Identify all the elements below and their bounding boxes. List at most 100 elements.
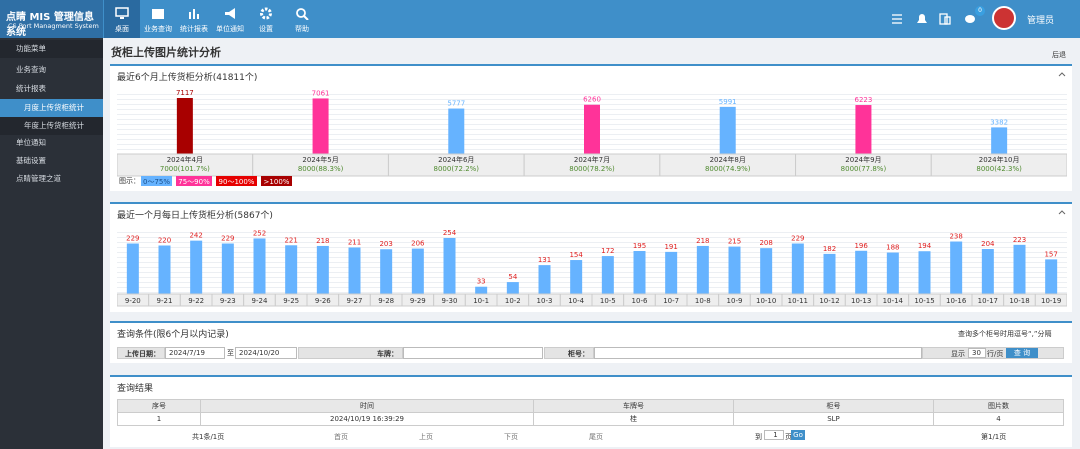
- value-label: 229: [791, 235, 804, 243]
- nav-item[interactable]: 桌面: [104, 0, 140, 38]
- x-tick-label: 9-25: [283, 297, 299, 305]
- x-tick-label: 10-9: [727, 297, 743, 305]
- x-tick-label: 9-28: [378, 297, 394, 305]
- x-tick-label: 9-26: [315, 297, 331, 305]
- menu-item[interactable]: 年度上传货柜统计: [0, 117, 103, 135]
- value-label: 7061: [312, 89, 330, 97]
- avatar[interactable]: [992, 6, 1016, 30]
- page-input[interactable]: 1: [764, 430, 784, 440]
- bar: [584, 104, 600, 154]
- cell: 4: [933, 412, 1064, 426]
- x-tick-label: 10-17: [978, 297, 998, 305]
- search-button[interactable]: 查 询: [1006, 348, 1038, 358]
- collapse-icon[interactable]: [1058, 209, 1066, 215]
- nav-item[interactable]: 统计报表: [176, 0, 212, 38]
- menu-item-active[interactable]: 月度上传货柜统计: [0, 99, 103, 117]
- column-header: 车牌号: [533, 399, 734, 413]
- target-label: 8000(77.8%): [841, 165, 887, 173]
- value-label: 220: [158, 236, 171, 244]
- x-tick-label: 2024年4月: [167, 155, 203, 164]
- user-name[interactable]: 管理员: [1027, 16, 1055, 26]
- bar: [126, 243, 139, 294]
- pager-prev[interactable]: 上页: [419, 433, 433, 441]
- menu-item[interactable]: 基础设置: [16, 156, 46, 165]
- bar: [665, 251, 678, 294]
- date-separator: 至: [227, 349, 234, 357]
- column-header: 时间: [200, 399, 534, 413]
- legend-label: >100%: [264, 178, 290, 186]
- x-tick-label: 2024年5月: [302, 155, 338, 164]
- x-tick-label: 2024年7月: [574, 155, 610, 164]
- bar: [601, 256, 614, 294]
- value-label: 191: [664, 243, 677, 251]
- target-label: 8000(42.3%): [976, 165, 1022, 173]
- bar: [158, 245, 171, 294]
- nav-label: 统计报表: [180, 25, 208, 33]
- pager-goto: 到: [755, 433, 762, 441]
- rows-input[interactable]: 30: [968, 348, 986, 358]
- x-tick-label: 10-6: [632, 297, 648, 305]
- query-hint: 查询多个柜号时用逗号“,”分隔: [958, 330, 1052, 338]
- x-tick-label: 10-3: [537, 297, 553, 305]
- value-label: 33: [477, 278, 486, 286]
- bar: [411, 248, 424, 294]
- value-label: 157: [1044, 250, 1057, 258]
- plate-input[interactable]: [403, 347, 543, 359]
- panel-monthly: 最近6个月上传货柜分析(41811个) 7117 2024年4月 7000(101.…: [110, 64, 1072, 191]
- toolbar-icons[interactable]: [890, 12, 990, 26]
- results-table: 序号 时间 车牌号 柜号 图片数 1 2024/10/19 16:39:29 桂 SLP 4: [117, 399, 1064, 426]
- value-label: 182: [823, 245, 836, 253]
- logo-title: 点睛 MIS 管理信息系统: [6, 12, 94, 38]
- nav-label: 桌面: [115, 25, 129, 33]
- bar: [443, 238, 456, 294]
- nav-label: 业务查询: [144, 25, 172, 33]
- bar: [253, 238, 266, 294]
- menu-title[interactable]: 功能菜单: [0, 40, 103, 58]
- top-bar: 点睛 MIS 管理信息系统 CS Port Managment System 桌…: [0, 0, 1080, 38]
- back-link[interactable]: 后退: [1052, 51, 1066, 59]
- x-tick-label: 9-30: [442, 297, 458, 305]
- x-tick-label: 9-23: [220, 297, 236, 305]
- menu-item[interactable]: 业务查询: [16, 65, 46, 74]
- value-label: 195: [633, 242, 646, 250]
- bar: [950, 241, 963, 294]
- bar: [448, 108, 465, 154]
- pager-next[interactable]: 下页: [504, 433, 518, 441]
- bar: [918, 251, 931, 294]
- menu-item[interactable]: 单位通知: [16, 138, 46, 147]
- value-label: 5991: [719, 98, 737, 106]
- bar: [791, 243, 804, 294]
- go-button[interactable]: Go: [791, 430, 805, 440]
- value-label: 252: [253, 229, 266, 237]
- bar: [855, 250, 868, 294]
- panel-daily: 最近一个月每日上传货柜分析(5867个) 229 9-20 220 9-21 242 9-…: [110, 202, 1072, 312]
- box-input[interactable]: [594, 347, 922, 359]
- x-tick-label: 10-18: [1009, 297, 1029, 305]
- rows-label: 显示: [951, 350, 965, 358]
- bar: [285, 245, 298, 294]
- collapse-icon[interactable]: [1058, 71, 1066, 77]
- x-tick-label: 10-19: [1041, 297, 1061, 305]
- nav-label: 单位通知: [216, 25, 244, 33]
- nav-label: 设置: [259, 25, 273, 33]
- menu-item[interactable]: 点睛管理之道: [16, 174, 61, 183]
- nav-item[interactable]: 单位通知: [212, 0, 248, 38]
- legend-label: 90～100%: [219, 178, 255, 186]
- pager-last[interactable]: 尾页: [589, 433, 603, 441]
- nav-item[interactable]: 帮助: [284, 0, 320, 38]
- target-label: 8000(78.2%): [569, 165, 615, 173]
- bar: [855, 105, 872, 154]
- x-tick-label: 10-4: [568, 297, 584, 305]
- pager-first[interactable]: 首页: [334, 433, 348, 441]
- menu-item[interactable]: 统计报表: [16, 84, 46, 93]
- bar: [728, 246, 741, 294]
- nav-item[interactable]: 设置: [248, 0, 284, 38]
- daily-chart: 229 9-20 220 9-21 242 9-22 229 9-23 252 9-24 221 9-…: [117, 229, 1067, 307]
- nav-label: 帮助: [295, 25, 309, 33]
- nav-item[interactable]: 业务查询: [140, 0, 176, 38]
- field-label: 柜号：: [544, 347, 594, 359]
- date-input[interactable]: 2024/7/19: [165, 347, 225, 359]
- date-input[interactable]: 2024/10/20: [235, 347, 297, 359]
